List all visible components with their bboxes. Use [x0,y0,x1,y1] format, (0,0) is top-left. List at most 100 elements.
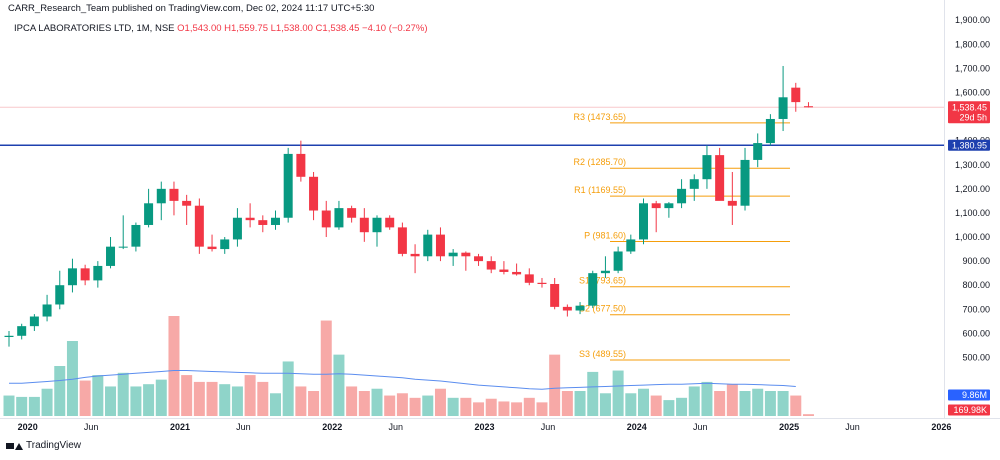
volume-bar [599,393,611,416]
candle-body [791,87,801,103]
candle-body [803,106,813,108]
volume-bar [561,391,573,416]
ohlc-high: H1,559.75 [224,23,268,34]
volume-bar [802,414,814,416]
volume-bar [308,391,320,416]
volume-tag: 169.98K [953,405,987,415]
volume-bar [498,401,510,416]
candle-body [42,304,52,317]
volume-bar [168,316,180,416]
volume-bar [346,386,358,416]
candle-body [550,284,560,307]
volume-bar [155,379,167,416]
candle-body [651,203,661,209]
time-tick-label: Jun [84,422,99,432]
volume-bar [676,397,688,416]
last-price-tag-bg [948,101,990,124]
hline-price-tag-bg [948,139,990,151]
brand-label: TradingView [26,440,82,451]
volume-bar [41,388,53,416]
candle-body [689,179,699,189]
candle-body [740,159,750,206]
time-tick-label: 2022 [322,422,342,432]
candle-body [156,188,166,204]
pivot-label: R3 (1473.65) [573,112,626,122]
volume-bar [536,402,548,416]
candle-body [600,270,610,274]
volume-bar [257,381,269,416]
volume-bar [549,354,561,416]
ohlc-open: O1,543.00 [177,23,222,34]
pivot-label: S2 (677.50) [579,304,626,314]
candle-body [727,200,737,206]
candle-body [194,205,204,247]
publisher-line: CARR_Research_Team published on TradingV… [8,3,375,14]
candle-body [626,239,636,252]
volume-bar [752,388,764,416]
time-tick-label: 2024 [627,422,647,432]
volume-bar [764,391,776,416]
volume-bar [28,396,40,416]
volume-bar [714,391,726,416]
volume-bar [638,388,649,416]
volume-bar [663,400,675,416]
candle-body [232,217,242,240]
candle-body [474,256,484,262]
time-tick-label: Jun [541,422,556,432]
volume-bar [396,393,408,416]
candle-body [359,217,369,233]
volume-bar [143,384,155,416]
candle-body [93,265,103,281]
candle-body [524,274,534,283]
volume-bar [3,395,15,416]
time-tick-label: 2020 [18,422,38,432]
candle-body [677,188,687,204]
volume-bar [587,371,599,416]
tradingview-brand[interactable]: TradingView [6,440,81,451]
candle-body [512,271,522,275]
volume-bar [193,381,205,416]
symbol-name: IPCA LABORATORIES LTD, 1M, NSE [14,23,175,34]
candle-body [575,305,585,311]
price-tick-label: 1,100.00 [955,208,990,218]
volume-bar [244,375,256,416]
price-tick-label: 1,200.00 [955,184,990,194]
time-axis[interactable]: 2020 Jun 2021 Jun 2022 Jun 2023 Jun 2024 Jun 2025 J… [18,422,952,432]
candle-body [461,252,471,257]
last-price-tag: 1,538.45 [952,102,987,112]
candle-body [207,246,217,250]
candle-body [486,261,496,270]
candle-body [106,246,116,266]
candle-body [448,252,458,257]
volume-bar [269,393,281,416]
candle-body [67,268,77,286]
time-tick-label: 2025 [779,422,799,432]
volume-bar [523,397,535,416]
price-tick-label: 1,800.00 [955,39,990,49]
time-tick-label: 2026 [931,422,951,432]
price-axis[interactable]: 500.00 600.00 700.00 800.00 900.00 1,000.00 1,… [955,15,990,362]
candle-body [435,234,445,257]
time-tick-label: Jun [693,422,708,432]
volume-ma-line [9,370,796,390]
price-tick-label: 600.00 [962,328,990,338]
volume-bar [282,361,294,416]
candle-body [270,217,280,225]
price-tick-label: 1,900.00 [955,15,990,25]
pivot-label: R2 (1285.70) [573,157,626,167]
candle-body [715,155,725,201]
time-tick-label: Jun [845,422,860,432]
volume-bar [105,386,117,416]
volume-bar [181,375,193,416]
price-tick-label: 500.00 [962,352,990,362]
candle-body [588,273,598,306]
time-tick-label: 2023 [475,422,495,432]
candle-body [17,326,27,336]
bar-countdown-tag: 29d 5h [959,112,987,122]
volume-bar [231,386,243,416]
volume-bar [701,381,713,416]
volume-bar [625,393,637,416]
candle-body [118,246,128,248]
